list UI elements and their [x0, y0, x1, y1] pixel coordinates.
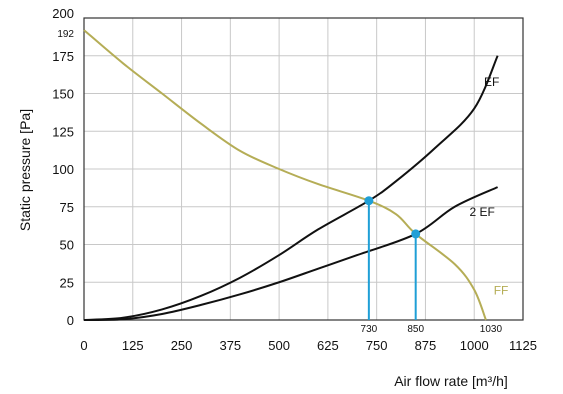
y-tick-label: 100 — [52, 162, 74, 177]
x-tick-label: 1125 — [509, 338, 537, 353]
x-tick-label: 375 — [219, 338, 241, 353]
operating-point-label: 730 — [361, 324, 378, 335]
operating-point-label: 850 — [407, 324, 424, 335]
y-tick-label: 25 — [60, 275, 74, 290]
y-tick-label: 175 — [52, 49, 74, 64]
x-tick-label: 625 — [317, 338, 339, 353]
operating-point-marker — [411, 229, 421, 239]
operating-point-marker — [364, 196, 374, 206]
x-tick-label: 750 — [366, 338, 388, 353]
y-tick-label: 150 — [52, 87, 74, 102]
series-label: 2 EF — [470, 205, 495, 219]
x-tick-label: 875 — [415, 338, 437, 353]
series-line-ff — [83, 29, 487, 321]
y-tick-label: 75 — [60, 200, 74, 215]
x-tick-label: 250 — [171, 338, 193, 353]
x-tick-label: 125 — [122, 338, 144, 353]
y-tick-label: 0 — [67, 313, 74, 328]
y-tick-label: 125 — [52, 124, 74, 139]
y-tick-label: 50 — [60, 238, 74, 253]
series-line-ef — [83, 55, 499, 321]
series-label: EF — [484, 75, 499, 89]
x-axis-title: Air flow rate [m³/h] — [394, 373, 508, 389]
plot-frame — [83, 17, 524, 321]
annotation-label: 1030 — [480, 324, 503, 335]
y-tick-label: 200 — [52, 6, 74, 21]
y-extra-tick-label: 192 — [57, 29, 74, 40]
series-line-2-ef — [83, 186, 499, 321]
x-tick-label: 0 — [80, 338, 87, 353]
y-axis-title: Static pressure [Pa] — [17, 109, 33, 231]
x-tick-label: 500 — [268, 338, 290, 353]
series-label: FF — [494, 283, 509, 297]
x-tick-label: 1000 — [460, 338, 489, 353]
